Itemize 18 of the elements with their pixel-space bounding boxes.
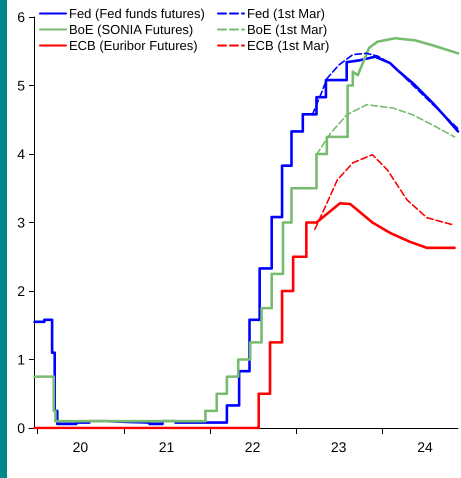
legend-label: ECB (1st Mar) xyxy=(247,38,330,53)
legend-label: Fed (Fed funds futures) xyxy=(69,6,205,21)
y-tick-label: 3 xyxy=(17,214,26,230)
y-tick-label: 0 xyxy=(17,420,26,436)
legend-label: Fed (1st Mar) xyxy=(247,6,326,21)
y-tick-label: 6 xyxy=(17,9,26,25)
y-tick-label: 2 xyxy=(17,283,26,299)
y-tick-label: 5 xyxy=(17,78,26,94)
x-tick-label: 20 xyxy=(72,439,88,455)
legend-label: BoE (SONIA Futures) xyxy=(69,22,194,37)
legend-label: ECB (Euribor Futures) xyxy=(69,38,198,53)
x-tick-label: 23 xyxy=(330,439,347,455)
x-tick-label: 24 xyxy=(417,439,433,455)
y-tick-label: 1 xyxy=(17,352,26,368)
x-tick-label: 21 xyxy=(158,439,174,455)
x-tick-label: 22 xyxy=(244,439,261,455)
y-tick-label: 4 xyxy=(17,146,26,162)
legend-label: BoE (1st Mar) xyxy=(247,22,328,37)
